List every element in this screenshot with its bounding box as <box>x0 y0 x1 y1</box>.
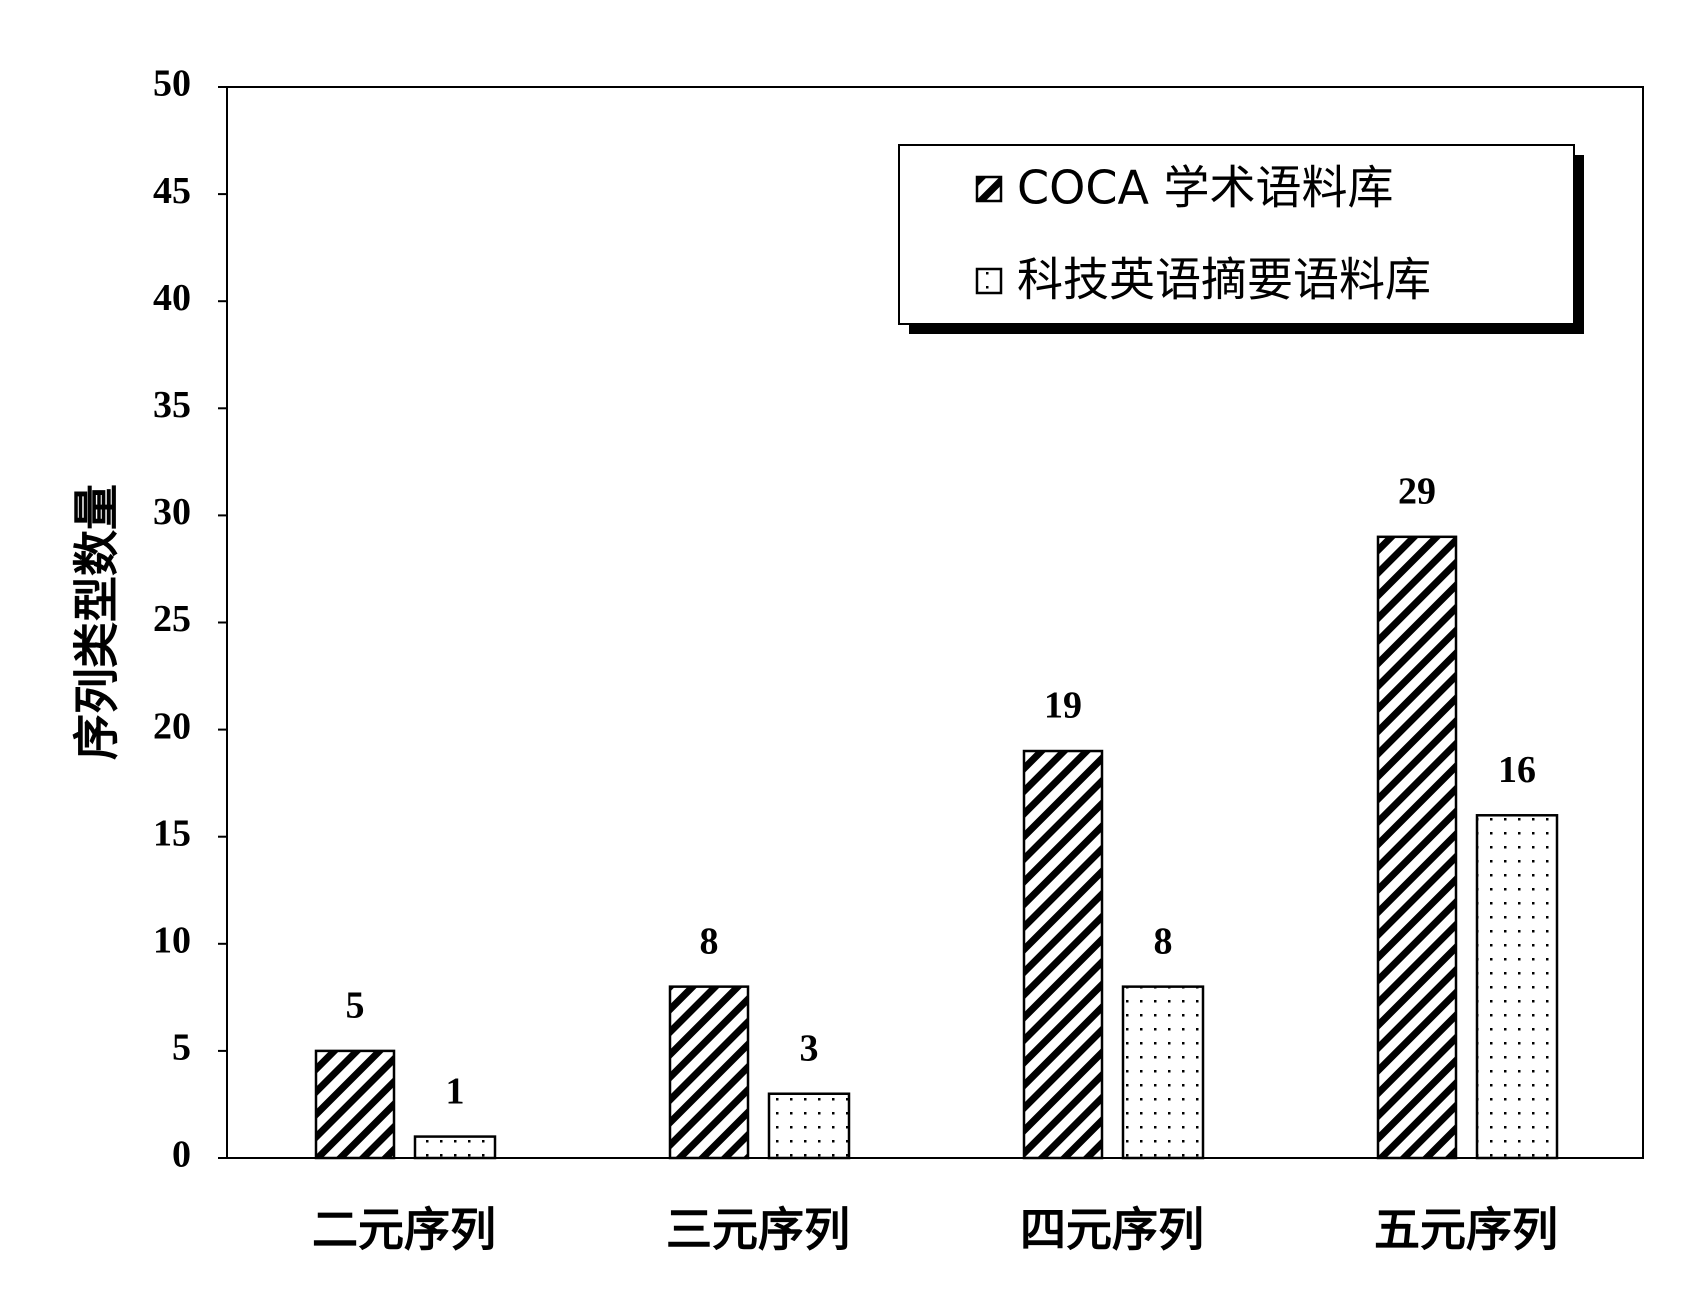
bar <box>767 1092 851 1160</box>
bar <box>1121 985 1205 1160</box>
y-tick-label: 20 <box>153 705 191 747</box>
bar <box>668 985 750 1160</box>
y-axis-label: 序列类型数量 <box>70 484 124 760</box>
value-label: 1 <box>446 1070 465 1112</box>
y-tick-label: 10 <box>153 920 191 962</box>
x-tick-label: 四元序列 <box>1020 1203 1204 1257</box>
y-tick-label: 45 <box>153 170 191 212</box>
legend-swatch <box>975 175 1003 203</box>
legend-label: COCA 学术语料库 <box>1017 161 1394 215</box>
y-tick-label: 0 <box>172 1134 191 1176</box>
y-tick-label: 5 <box>172 1027 191 1069</box>
value-label: 3 <box>800 1027 819 1069</box>
y-tick-label: 40 <box>153 277 191 319</box>
y-tick-label: 25 <box>153 598 191 640</box>
y-tick-label: 35 <box>153 384 191 426</box>
y-tick-label: 30 <box>153 491 191 533</box>
value-label: 8 <box>700 920 719 962</box>
value-label: 29 <box>1398 471 1436 513</box>
legend-swatch <box>975 267 1003 295</box>
legend <box>898 144 1575 325</box>
bar <box>1475 814 1559 1160</box>
value-label: 8 <box>1154 920 1173 962</box>
legend-label: 科技英语摘要语料库 <box>1017 253 1431 307</box>
bar <box>413 1135 497 1160</box>
x-tick-label: 三元序列 <box>666 1203 850 1257</box>
y-tick-label: 50 <box>153 63 191 105</box>
value-label: 5 <box>346 985 365 1027</box>
value-label: 19 <box>1044 685 1082 727</box>
bar <box>1022 749 1104 1160</box>
y-tick-label: 15 <box>153 812 191 854</box>
value-label: 16 <box>1498 749 1536 791</box>
bar <box>314 1049 396 1160</box>
x-tick-label: 二元序列 <box>312 1203 496 1257</box>
bar <box>1376 535 1458 1160</box>
x-tick-label: 五元序列 <box>1374 1203 1558 1257</box>
